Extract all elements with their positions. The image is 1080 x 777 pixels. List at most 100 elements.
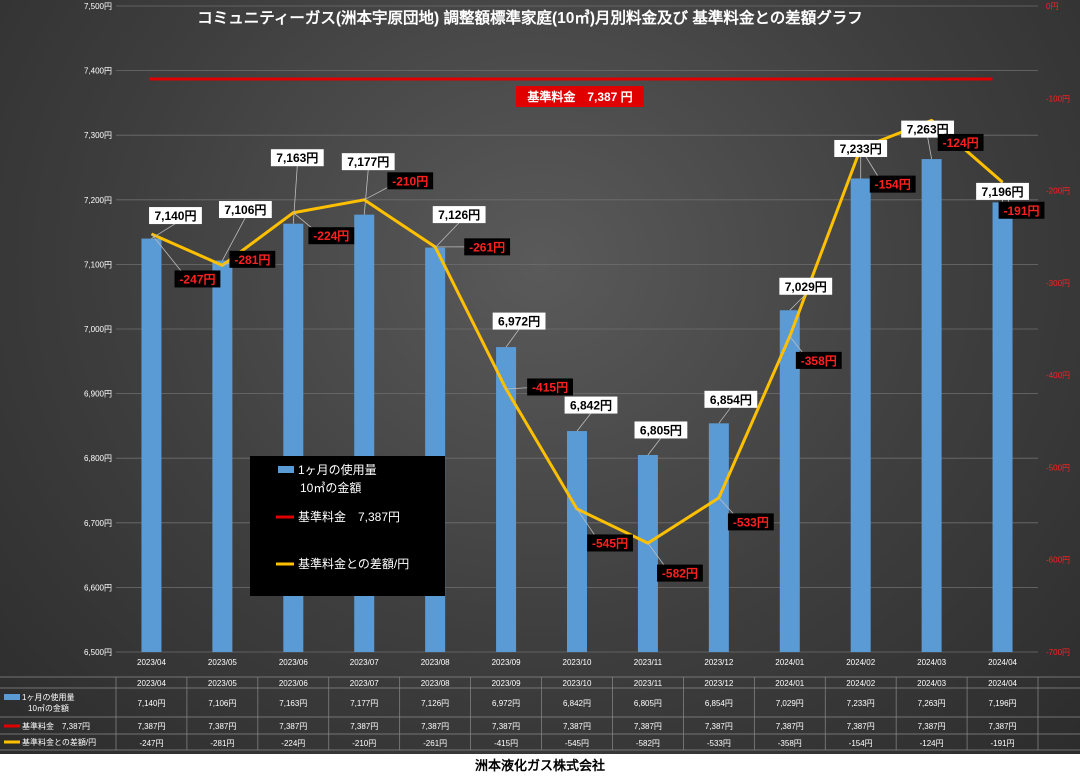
table-cell: 6,842円	[563, 699, 591, 708]
bar-value-label: 7,196円	[982, 185, 1024, 199]
bar	[921, 159, 942, 653]
y-right-tick: -200円	[1046, 187, 1070, 196]
table-cell: 6,972円	[492, 699, 520, 708]
leader-line	[363, 169, 369, 215]
y-left-tick: 6,700円	[84, 519, 112, 528]
difference-value-label: -281円	[234, 253, 270, 267]
x-tick-label: 2024/01	[775, 658, 804, 667]
bar	[141, 238, 162, 652]
x-tick-label: 2023/04	[137, 658, 166, 667]
difference-value-label: -415円	[532, 380, 568, 394]
x-tick-label: 2024/04	[988, 658, 1017, 667]
right-axis: -700円 -600円 -500円 -400円 -300円 -200円 -100円 0円	[1046, 2, 1070, 657]
bar-value-label-box	[341, 153, 395, 171]
base-price-label: 基準料金 7,387 円	[526, 89, 632, 104]
leader-line	[647, 437, 662, 456]
y-left-tick: 7,000円	[84, 325, 112, 334]
table-header-cell: 2024/02	[846, 679, 875, 688]
left-axis: 6,500円 6,600円 6,700円 6,800円 6,900円 7,000円 7,10…	[84, 2, 112, 657]
difference-value-label: -247円	[179, 272, 215, 286]
x-tick-label: 2023/09	[492, 658, 521, 667]
leader-line	[505, 328, 520, 348]
difference-value-label: -533円	[733, 515, 769, 529]
legend-diff-label: 基準料金との差額/円	[298, 556, 409, 571]
bar-value-label-box	[976, 182, 1029, 200]
table-header-cell: 2023/08	[421, 679, 450, 688]
y-left-tick: 6,800円	[84, 454, 112, 463]
difference-value-label-box	[587, 534, 633, 552]
company-footer: 洲本液化ガス株式会社	[474, 759, 605, 774]
leader-line	[789, 293, 807, 311]
legend-box	[250, 456, 445, 596]
bar-value-label-box	[704, 390, 758, 408]
table-cell: -545円	[565, 739, 589, 748]
table-cell: 7,106円	[208, 699, 236, 708]
y-left-tick: 6,900円	[84, 390, 112, 399]
x-tick-label: 2023/07	[350, 658, 379, 667]
table-cell: -224円	[281, 739, 305, 748]
bar-value-label: 6,805円	[640, 423, 682, 437]
difference-value-label-box	[657, 564, 703, 582]
leader-line	[222, 217, 246, 261]
difference-value-label-box	[229, 250, 276, 268]
base-price-label-box	[516, 86, 644, 107]
y-left-tick: 6,600円	[84, 583, 112, 592]
difference-value-label-box	[308, 227, 355, 245]
bar-value-label: 7,140円	[154, 209, 196, 223]
table-cell: 7,126円	[421, 699, 449, 708]
bar-value-label: 7,177円	[347, 155, 389, 169]
y-right-tick: -700円	[1046, 648, 1070, 657]
table-cell: -533円	[707, 739, 731, 748]
leader-line	[292, 165, 298, 224]
table-cell: -281円	[210, 739, 234, 748]
difference-value-label-box	[937, 133, 984, 151]
bar	[212, 260, 233, 652]
data-labels: 7,140円 7,106円 7,163円 7,177円 7,126円 6,972円 6,84…	[149, 120, 1045, 582]
chart: コミュニティーガス(洲本宇原団地) 調整額標準家庭(10㎥)月別料金及び 基準料…	[0, 2, 1080, 751]
table-cell: 6,854円	[705, 699, 733, 708]
chart-area: コミュニティーガス(洲本宇原団地) 調整額標準家庭(10㎥)月別料金及び 基準料…	[0, 0, 1080, 754]
table-cell: -415円	[494, 739, 518, 748]
bar-value-label-box	[901, 120, 955, 138]
difference-value-label-box	[387, 172, 434, 190]
table-header-cell: 2023/06	[279, 679, 308, 688]
y-right-tick: -300円	[1046, 279, 1070, 288]
difference-value-label: -210円	[392, 174, 428, 188]
table-cell: 7,387円	[634, 722, 662, 731]
table-header-cell: 2023/09	[492, 679, 521, 688]
difference-value-label-box	[795, 351, 842, 369]
table-cell: -358円	[778, 739, 802, 748]
table-cell: 7,387円	[563, 722, 591, 731]
table-cell: -210円	[352, 739, 376, 748]
table-cell: 6,805円	[634, 699, 662, 708]
y-right-tick: -600円	[1046, 556, 1070, 565]
bar-value-label: 7,163円	[276, 151, 318, 165]
table-row-header: 1ヶ月の使用量	[22, 692, 74, 702]
table-cell: -154円	[849, 739, 873, 748]
table-cell: 7,163円	[279, 699, 307, 708]
y-right-tick: 0円	[1046, 2, 1058, 11]
bar-value-label-box	[492, 312, 546, 330]
bar-value-label: 7,106円	[224, 203, 266, 217]
bar	[708, 423, 729, 652]
bar-value-label-box	[149, 207, 202, 225]
difference-value-label: -154円	[875, 178, 911, 192]
table-cell: 7,029円	[776, 699, 804, 708]
bar-value-label: 7,126円	[438, 208, 480, 222]
chart-title: コミュニティーガス(洲本宇原団地) 調整額標準家庭(10㎥)月別料金及び 基準料…	[197, 8, 862, 27]
legend-bar-label: 1ヶ月の使用量	[298, 462, 377, 477]
table-cell: -582円	[636, 739, 660, 748]
leader-line	[151, 223, 176, 239]
leader-line	[718, 407, 732, 424]
bar	[850, 178, 871, 652]
table-cell: 7,387円	[137, 722, 165, 731]
table-cell: -261円	[423, 739, 447, 748]
bar-value-label-box	[218, 201, 272, 219]
table-cell: -191円	[991, 739, 1015, 748]
table-header-cell: 2023/04	[137, 679, 166, 688]
difference-value-label: -545円	[592, 536, 628, 550]
x-tick-label: 2023/10	[563, 658, 592, 667]
x-tick-label: 2023/08	[421, 658, 450, 667]
table-row-header: 10㎥の金額	[28, 703, 69, 713]
